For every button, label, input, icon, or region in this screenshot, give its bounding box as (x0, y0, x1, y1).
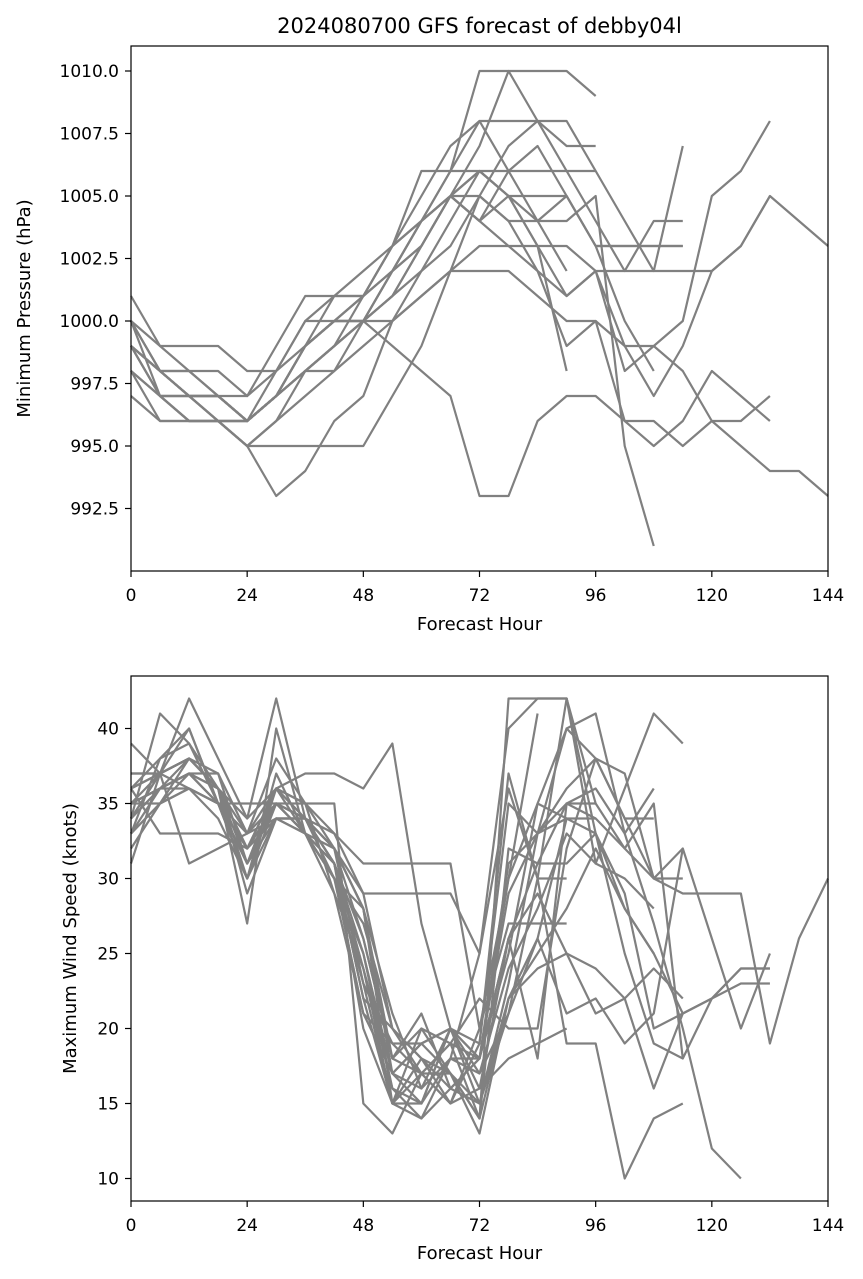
pressure-series-line-6 (130, 120, 771, 498)
pressure-y-tick-label: 1007.5 (60, 125, 119, 145)
pressure-series-group (129, 69, 829, 547)
wind-x-ticks: 0 24 48 72 96 120 144 (126, 1201, 844, 1236)
pressure-series-line-16 (130, 169, 568, 423)
pressure-y-tick-label: 1005.0 (60, 187, 119, 207)
wind-x-tick-label: 96 (585, 1216, 607, 1236)
wind-plot-frame (130, 675, 829, 1202)
wind-series-line-18 (130, 772, 596, 1090)
wind-x-tick-label: 0 (126, 1216, 137, 1236)
wind-series-group (129, 697, 829, 1180)
pressure-x-ticks: 0 24 48 72 96 120 144 (126, 571, 844, 606)
wind-x-tick-label: 48 (353, 1216, 375, 1236)
wind-series-line-20 (131, 772, 567, 1090)
wind-x-tick-label: 144 (812, 1216, 844, 1236)
wind-y-axis-label: Maximum Wind Speed (knots) (60, 803, 81, 1074)
pressure-y-tick-label: 997.5 (70, 375, 119, 395)
pressure-series-line-12 (130, 194, 683, 423)
pressure-chart: 2024080700 GFS forecast of debby04l 0 24 4… (14, 14, 844, 635)
pressure-x-axis-label: Forecast Hour (417, 614, 543, 635)
wind-y-tick-label: 20 (97, 1020, 119, 1040)
wind-x-tick-label: 24 (236, 1216, 258, 1236)
wind-series-line-22 (130, 772, 568, 1135)
wind-x-tick-label: 72 (469, 1216, 491, 1236)
chart-title: 2024080700 GFS forecast of debby04l (277, 14, 682, 38)
wind-y-tick-label: 10 (97, 1170, 119, 1190)
pressure-x-tick-label: 0 (126, 586, 137, 606)
wind-y-tick-label: 30 (97, 870, 119, 890)
pressure-series-line-14 (130, 319, 771, 498)
pressure-y-tick-label: 1002.5 (60, 250, 119, 270)
wind-chart: 0 24 48 72 96 120 144 10 15 20 25 30 35 40 Forecast … (60, 675, 844, 1264)
wind-series-line-19 (130, 757, 654, 1105)
wind-y-tick-label: 35 (97, 795, 119, 815)
pressure-y-axis-label: Minimum Pressure (hPa) (14, 199, 35, 417)
pressure-y-tick-label: 992.5 (70, 500, 119, 520)
pressure-x-tick-label: 120 (696, 586, 728, 606)
pressure-x-tick-label: 96 (585, 586, 607, 606)
pressure-y-ticks: 992.5 995.0 997.5 1000.0 1002.5 1005.0 1007.5 1… (60, 62, 131, 520)
pressure-x-tick-label: 48 (353, 586, 375, 606)
pressure-y-tick-label: 995.0 (70, 437, 119, 457)
wind-series-line-21 (130, 757, 684, 1075)
wind-x-tick-label: 120 (696, 1216, 728, 1236)
wind-y-tick-label: 25 (97, 945, 119, 965)
pressure-x-tick-label: 24 (236, 586, 258, 606)
wind-y-tick-label: 15 (97, 1095, 119, 1115)
pressure-plot-frame (130, 45, 829, 572)
wind-x-axis-label: Forecast Hour (417, 1243, 543, 1264)
pressure-x-tick-label: 144 (812, 586, 844, 606)
wind-series-line-23 (130, 772, 684, 1135)
pressure-x-tick-label: 72 (469, 586, 491, 606)
wind-y-ticks: 10 15 20 25 30 35 40 (97, 720, 131, 1190)
pressure-y-tick-label: 1010.0 (60, 62, 119, 82)
pressure-y-tick-label: 1000.0 (60, 312, 119, 332)
wind-y-tick-label: 40 (97, 720, 119, 740)
